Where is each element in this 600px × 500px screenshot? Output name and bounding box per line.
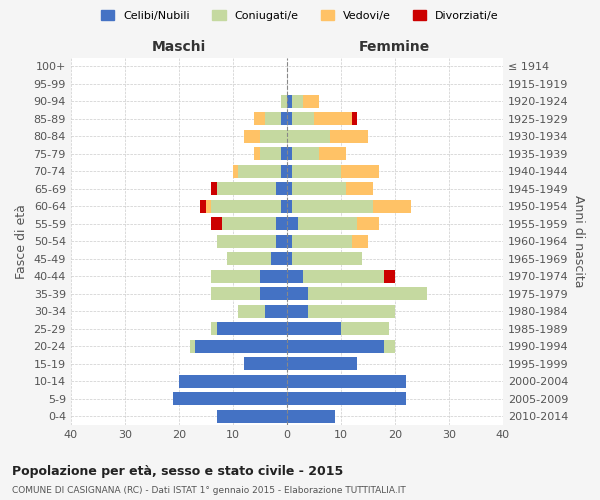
Bar bbox=[373, 200, 411, 213]
Bar bbox=[190, 340, 195, 353]
Bar bbox=[271, 252, 287, 266]
Bar bbox=[276, 235, 287, 248]
Bar bbox=[195, 340, 287, 353]
Bar bbox=[206, 200, 211, 213]
Bar bbox=[227, 252, 271, 266]
Bar bbox=[222, 218, 276, 230]
Text: Maschi: Maschi bbox=[152, 40, 206, 54]
Bar bbox=[254, 112, 265, 126]
Bar bbox=[292, 182, 346, 196]
Bar bbox=[260, 288, 287, 300]
Bar bbox=[211, 218, 222, 230]
Bar bbox=[292, 200, 373, 213]
Bar bbox=[217, 322, 287, 336]
Text: Femmine: Femmine bbox=[359, 40, 430, 54]
Bar bbox=[217, 182, 276, 196]
Bar bbox=[352, 112, 357, 126]
Bar bbox=[260, 130, 287, 143]
Bar bbox=[238, 165, 281, 178]
Bar bbox=[287, 165, 292, 178]
Bar bbox=[346, 182, 373, 196]
Bar bbox=[308, 288, 427, 300]
Bar bbox=[287, 130, 330, 143]
Legend: Celibi/Nubili, Coniugati/e, Vedovi/e, Divorziati/e: Celibi/Nubili, Coniugati/e, Vedovi/e, Di… bbox=[97, 6, 503, 25]
Bar bbox=[244, 358, 287, 370]
Bar bbox=[287, 200, 292, 213]
Bar bbox=[276, 182, 287, 196]
Bar bbox=[298, 218, 357, 230]
Bar bbox=[287, 392, 406, 406]
Bar bbox=[281, 165, 287, 178]
Bar bbox=[341, 165, 379, 178]
Bar bbox=[200, 200, 206, 213]
Bar bbox=[303, 95, 319, 108]
Bar bbox=[314, 112, 352, 126]
Y-axis label: Fasce di età: Fasce di età bbox=[15, 204, 28, 279]
Bar bbox=[287, 218, 298, 230]
Bar bbox=[233, 165, 238, 178]
Bar bbox=[287, 252, 292, 266]
Bar bbox=[287, 305, 308, 318]
Bar bbox=[211, 200, 281, 213]
Y-axis label: Anni di nascita: Anni di nascita bbox=[572, 195, 585, 288]
Bar bbox=[173, 392, 287, 406]
Bar bbox=[292, 235, 352, 248]
Bar bbox=[211, 182, 217, 196]
Bar bbox=[211, 270, 260, 283]
Bar bbox=[254, 148, 260, 160]
Bar bbox=[265, 305, 287, 318]
Bar bbox=[287, 322, 341, 336]
Bar bbox=[287, 340, 384, 353]
Bar bbox=[287, 148, 292, 160]
Bar bbox=[357, 218, 379, 230]
Bar bbox=[238, 305, 265, 318]
Bar bbox=[244, 130, 260, 143]
Bar bbox=[211, 322, 217, 336]
Bar bbox=[292, 165, 341, 178]
Bar bbox=[384, 270, 395, 283]
Bar bbox=[292, 148, 319, 160]
Bar bbox=[341, 322, 389, 336]
Bar bbox=[179, 375, 287, 388]
Bar bbox=[260, 148, 281, 160]
Bar bbox=[287, 358, 357, 370]
Bar bbox=[287, 288, 308, 300]
Text: Popolazione per età, sesso e stato civile - 2015: Popolazione per età, sesso e stato civil… bbox=[12, 464, 343, 477]
Bar bbox=[303, 270, 384, 283]
Bar bbox=[287, 235, 292, 248]
Bar bbox=[211, 288, 260, 300]
Bar bbox=[287, 410, 335, 423]
Bar bbox=[281, 148, 287, 160]
Bar bbox=[292, 112, 314, 126]
Bar bbox=[281, 112, 287, 126]
Bar bbox=[287, 112, 292, 126]
Bar bbox=[292, 252, 362, 266]
Bar bbox=[217, 235, 276, 248]
Bar bbox=[352, 235, 368, 248]
Bar bbox=[276, 218, 287, 230]
Bar bbox=[330, 130, 368, 143]
Bar bbox=[292, 95, 303, 108]
Bar bbox=[287, 270, 303, 283]
Bar bbox=[281, 95, 287, 108]
Bar bbox=[260, 270, 287, 283]
Bar bbox=[287, 95, 292, 108]
Bar bbox=[384, 340, 395, 353]
Text: COMUNE DI CASIGNANA (RC) - Dati ISTAT 1° gennaio 2015 - Elaborazione TUTTITALIA.: COMUNE DI CASIGNANA (RC) - Dati ISTAT 1°… bbox=[12, 486, 406, 495]
Bar bbox=[287, 375, 406, 388]
Bar bbox=[287, 182, 292, 196]
Bar bbox=[308, 305, 395, 318]
Bar bbox=[281, 200, 287, 213]
Bar bbox=[217, 410, 287, 423]
Bar bbox=[265, 112, 281, 126]
Bar bbox=[319, 148, 346, 160]
